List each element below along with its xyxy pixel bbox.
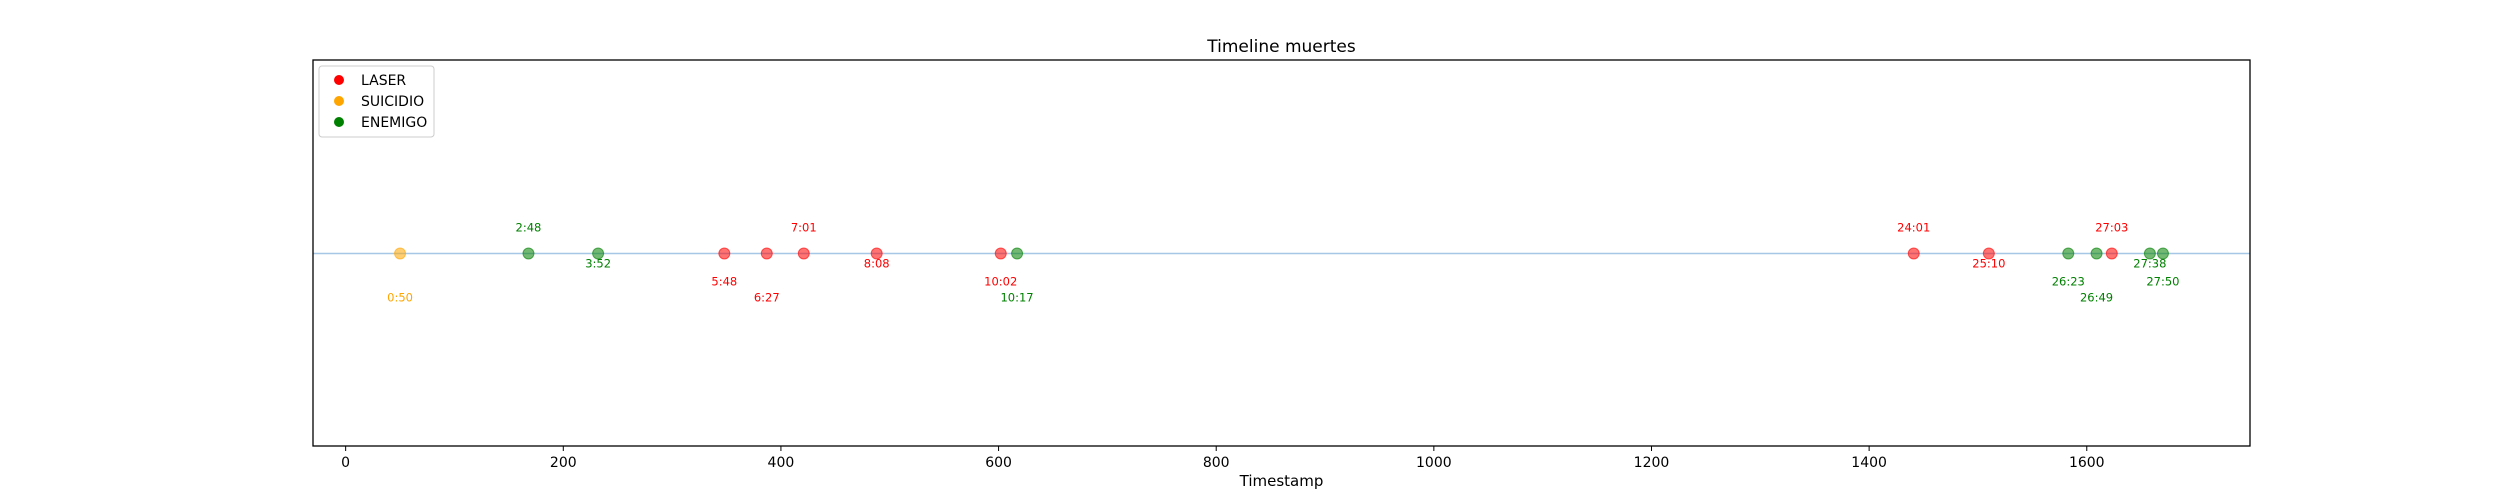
data-label-enemigo: 26:23 [2052,275,2085,289]
data-point-enemigo [2062,247,2075,260]
x-tick-label: 400 [768,455,795,471]
x-tick-label: 0 [341,455,350,471]
data-label-laser: 25:10 [1972,257,2005,271]
data-label-enemigo: 2:48 [516,221,542,235]
legend-marker-suicidio [334,96,344,106]
legend-marker-laser [334,75,344,85]
data-point-laser [797,247,810,260]
data-label-laser: 5:48 [711,275,737,289]
data-label-enemigo: 27:38 [2133,257,2166,271]
data-point-laser [870,247,883,260]
x-tick-label: 1200 [1634,455,1670,471]
data-point-laser [760,247,773,260]
data-point-laser [718,247,731,260]
data-label-laser: 7:01 [791,221,817,235]
data-point-enemigo [2143,247,2156,260]
x-tick-label: 1400 [1851,455,1887,471]
plot-frame [312,59,2251,447]
x-tick-label: 200 [550,455,577,471]
chart-title: Timeline muertes [1206,37,1356,57]
x-tick-label: 600 [985,455,1012,471]
legend-label-suicidio: SUICIDIO [361,94,424,110]
data-label-laser: 10:02 [984,275,1017,289]
legend-label-laser: LASER [361,73,406,89]
data-point-enemigo [2156,247,2169,260]
legend-marker-enemigo [334,117,344,127]
legend-box [318,65,435,138]
data-label-laser: 8:08 [864,257,890,271]
data-label-enemigo: 27:50 [2146,275,2179,289]
data-point-enemigo [592,247,605,260]
data-point-enemigo [522,247,535,260]
data-point-enemigo [2090,247,2103,260]
data-point-enemigo [1011,247,1024,260]
data-label-laser: 27:03 [2095,221,2128,235]
x-tick-label: 1000 [1416,455,1452,471]
data-label-enemigo: 3:52 [585,257,611,271]
data-point-suicidio [394,247,407,260]
x-tick-label: 800 [1203,455,1230,471]
legend-label-enemigo: ENEMIGO [361,115,427,131]
data-label-suicidio: 0:50 [387,291,413,305]
data-label-enemigo: 26:49 [2080,291,2113,305]
data-label-enemigo: 10:17 [1000,291,1033,305]
data-label-laser: 6:27 [754,291,780,305]
x-tick-label: 1600 [2069,455,2105,471]
data-point-laser [2105,247,2118,260]
data-label-laser: 24:01 [1897,221,1930,235]
data-point-laser [994,247,1007,260]
data-point-laser [1907,247,1920,260]
data-point-laser [1982,247,1995,260]
x-axis-label: Timestamp [1239,472,1324,490]
